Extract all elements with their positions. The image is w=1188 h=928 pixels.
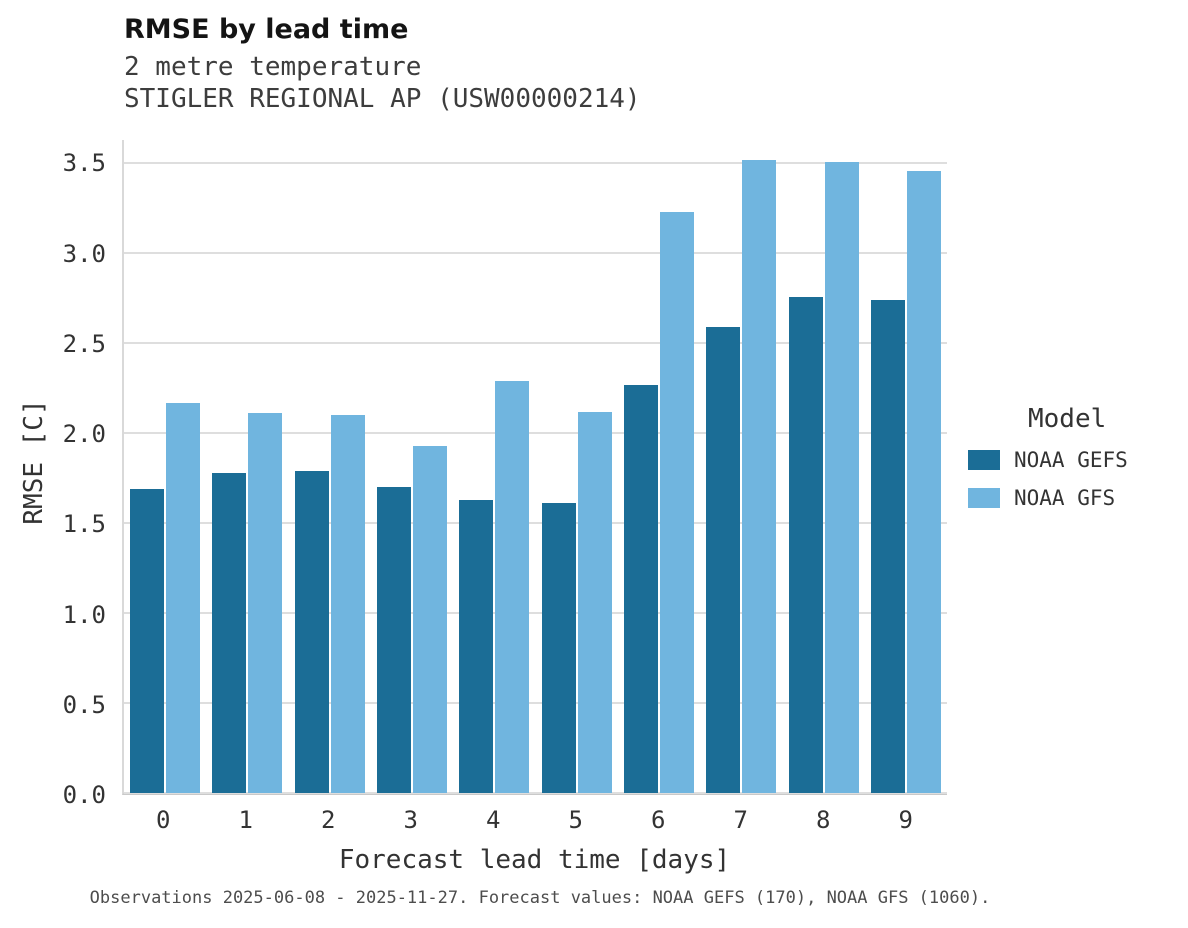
bar-noaa-gfs-day-9 [906,170,941,793]
y-tick-label: 3.0 [62,239,106,268]
legend-entry: NOAA GEFS [968,448,1128,472]
y-tick-label: 0.0 [62,781,106,809]
y-tick-label: 2.5 [62,329,106,358]
y-tick-label: 1.0 [62,600,106,629]
legend-label: NOAA GEFS [1014,448,1128,472]
bar-noaa-gfs-day-4 [495,381,530,793]
plot-area [122,140,947,795]
bar-noaa-gefs-day-3 [377,487,412,793]
gridline [124,252,947,255]
bar-group-day-1 [206,140,288,793]
gridline [124,792,947,794]
bar-noaa-gfs-day-6 [659,211,694,793]
gridline [124,522,947,525]
gridline [124,162,947,165]
bar-noaa-gfs-day-3 [413,445,448,793]
bar-noaa-gfs-day-8 [824,161,859,793]
x-tick-label: 4 [486,806,501,834]
bar-noaa-gfs-day-7 [742,159,777,793]
x-tick-label: 5 [568,806,583,834]
bar-group-day-5 [535,140,617,793]
bar-noaa-gefs-day-1 [212,472,247,793]
y-tick-label: 1.5 [62,510,106,539]
bar-group-day-6 [618,140,700,793]
x-tick-label: 8 [816,806,831,834]
bar-group-day-3 [371,140,453,793]
bar-noaa-gefs-day-2 [294,471,329,793]
bar-noaa-gfs-day-5 [577,411,612,793]
bar-noaa-gfs-day-0 [166,402,201,793]
bar-noaa-gefs-day-4 [459,499,494,793]
bar-group-day-4 [453,140,535,793]
x-tick-label: 7 [733,806,748,834]
y-axis-ticks: 0.0 0.5 1.0 1.5 2.0 2.5 3.0 3.5 [0,140,106,809]
legend-entry: NOAA GFS [968,486,1128,510]
chart-subtitle-variable: 2 metre temperature [124,52,422,82]
legend-label: NOAA GFS [1014,486,1116,510]
gridline [124,702,947,705]
x-tick-label: 6 [651,806,666,834]
bar-group-day-9 [865,140,947,793]
y-tick-label: 2.0 [62,420,106,449]
bar-noaa-gefs-day-7 [706,327,741,793]
legend-title: Model [1028,404,1107,434]
x-axis-ticks: 0 1 2 3 4 5 6 7 8 9 [122,806,947,834]
legend-entries: NOAA GEFS NOAA GFS [968,448,1128,510]
bar-noaa-gefs-day-6 [623,384,658,793]
bar-group-day-8 [782,140,864,793]
x-tick-label: 9 [898,806,913,834]
x-tick-label: 0 [156,806,171,834]
y-tick-label: 3.5 [62,149,106,178]
gridline [124,432,947,435]
bar-noaa-gfs-day-1 [248,413,283,793]
x-tick-label: 2 [321,806,336,834]
legend-swatch [968,488,1000,508]
bar-noaa-gefs-day-5 [541,503,576,793]
chart-title: RMSE by lead time [124,14,409,45]
bar-noaa-gfs-day-2 [330,415,365,793]
chart-subtitle-station: STIGLER REGIONAL AP (USW00000214) [124,84,641,114]
bar-group-day-2 [289,140,371,793]
gridline [124,342,947,345]
y-tick-label: 0.5 [62,690,106,719]
bar-groups [124,140,947,793]
x-tick-label: 1 [238,806,253,834]
legend: Model NOAA GEFS NOAA GFS [968,404,1128,524]
title-block: RMSE by lead time 2 metre temperature ST… [124,14,641,115]
bar-noaa-gefs-day-0 [130,489,165,793]
bar-group-day-7 [700,140,782,793]
x-axis-label: Forecast lead time [days] [338,845,731,875]
footer-caption: Observations 2025-06-08 - 2025-11-27. Fo… [89,888,991,908]
x-tick-label: 3 [403,806,418,834]
bar-group-day-0 [124,140,206,793]
legend-swatch [968,450,1000,470]
bar-noaa-gefs-day-9 [870,300,905,793]
bar-noaa-gefs-day-8 [788,296,823,793]
gridline [124,612,947,615]
